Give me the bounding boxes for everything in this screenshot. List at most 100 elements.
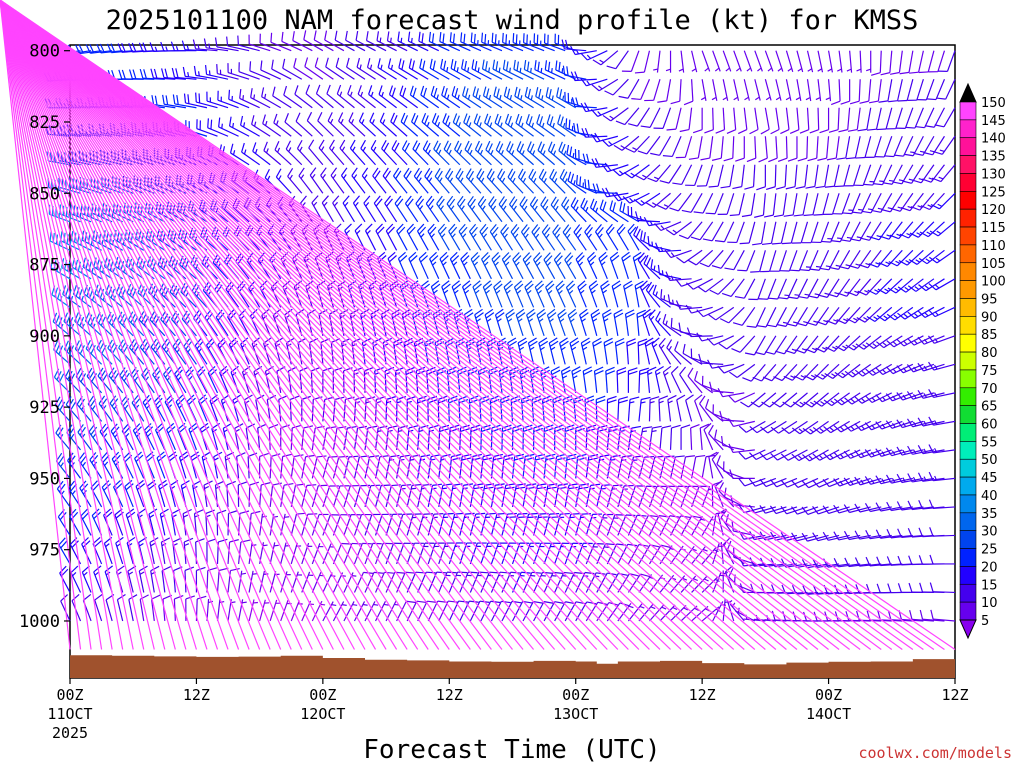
barb-shaft — [225, 288, 240, 308]
barb-shaft — [363, 202, 377, 223]
barb-shaft — [298, 175, 313, 194]
barb-shaft — [0, 0, 387, 650]
barb-shaft — [0, 0, 513, 650]
barb-feather — [64, 287, 69, 297]
wind-barb — [417, 542, 435, 565]
barb-feather — [425, 142, 431, 152]
barb-feather — [445, 115, 450, 125]
wind-barb — [248, 510, 261, 536]
barb-feather — [207, 340, 215, 349]
barb-feather — [633, 199, 642, 206]
barb-half-feather — [233, 400, 239, 405]
barb-feather — [539, 116, 544, 126]
wind-barb — [170, 41, 197, 52]
barb-shaft — [451, 286, 461, 308]
barb-feather — [476, 168, 483, 178]
barb-feather — [298, 167, 305, 177]
barb-feather — [629, 573, 639, 577]
barb-shaft — [381, 148, 398, 166]
barb-shaft — [0, 0, 408, 650]
barb-shaft — [632, 257, 640, 279]
barb-feather — [214, 37, 218, 47]
barb-feather — [183, 93, 187, 104]
wind-barb — [467, 195, 482, 223]
barb-shaft — [281, 40, 303, 52]
barb-shaft — [505, 314, 514, 337]
barb-feather — [519, 196, 526, 205]
barb-feather — [155, 422, 163, 431]
barb-feather — [170, 41, 175, 51]
barb-feather — [246, 252, 254, 262]
barb-shaft — [227, 45, 250, 52]
barb-feather — [479, 223, 487, 232]
wind-barb — [329, 139, 345, 166]
barb-half-feather — [157, 404, 162, 409]
wind-barb — [400, 112, 419, 137]
barb-feather — [562, 224, 570, 233]
wind-barb — [352, 195, 366, 223]
barb-feather — [378, 255, 387, 263]
barb-feather — [580, 197, 586, 207]
barb-half-feather — [467, 94, 471, 100]
barb-shaft — [230, 152, 250, 166]
wind-barb — [322, 572, 336, 593]
wind-barb — [378, 85, 397, 109]
barb-feather — [596, 399, 606, 404]
barb-shaft — [114, 514, 124, 536]
barb-shaft — [347, 93, 366, 109]
barb-shaft — [412, 148, 429, 166]
barb-shaft — [224, 456, 229, 479]
wind-barb — [183, 93, 208, 109]
barb-feather — [261, 482, 271, 486]
wind-barb — [261, 87, 282, 109]
barb-feather — [128, 258, 133, 269]
barb-feather — [509, 369, 519, 376]
barb-feather — [528, 337, 537, 344]
wind-barb — [171, 67, 197, 80]
wind-barb — [638, 396, 651, 422]
barb-feather — [463, 283, 472, 291]
barb-shaft — [427, 485, 434, 508]
wind-barb — [324, 30, 345, 52]
barb-shaft — [301, 600, 312, 622]
barb-feather — [549, 168, 555, 178]
barb-feather — [517, 337, 527, 344]
barb-feather — [369, 112, 375, 122]
barb-half-feather — [70, 268, 73, 274]
barb-feather — [96, 339, 102, 349]
barb-feather — [408, 251, 417, 260]
barb-shaft — [330, 175, 345, 194]
barb-feather — [99, 370, 106, 380]
barb-feather — [516, 61, 519, 71]
barb-feather — [538, 88, 542, 99]
barb-feather — [611, 192, 619, 202]
barb-feather — [313, 30, 317, 40]
wind-barb — [163, 366, 176, 394]
barb-shaft — [239, 97, 260, 109]
wind-barb — [586, 251, 598, 280]
barb-shaft — [593, 370, 598, 393]
wind-barb — [622, 192, 650, 204]
barb-shaft — [280, 456, 284, 479]
barb-feather — [106, 259, 111, 269]
barb-feather — [494, 113, 499, 124]
barb-shaft — [263, 150, 282, 166]
wind-barb — [627, 603, 645, 622]
barb-shaft — [274, 342, 282, 365]
wind-barb — [317, 112, 334, 137]
barb-shaft — [408, 40, 429, 52]
barb-half-feather — [629, 401, 635, 404]
barb-half-feather — [243, 149, 247, 155]
wind-barb — [532, 252, 545, 280]
wind-barb — [0, 0, 324, 650]
barb-feather — [560, 340, 569, 347]
barb-shaft — [125, 514, 134, 536]
wind-barb — [332, 601, 347, 622]
barb-shaft — [374, 543, 384, 565]
wind-barb — [196, 366, 208, 394]
wind-barb — [613, 135, 640, 151]
barb-feather — [293, 58, 297, 68]
barb-feather — [239, 510, 250, 515]
barb-shaft — [394, 203, 408, 223]
barb-feather — [153, 394, 161, 403]
